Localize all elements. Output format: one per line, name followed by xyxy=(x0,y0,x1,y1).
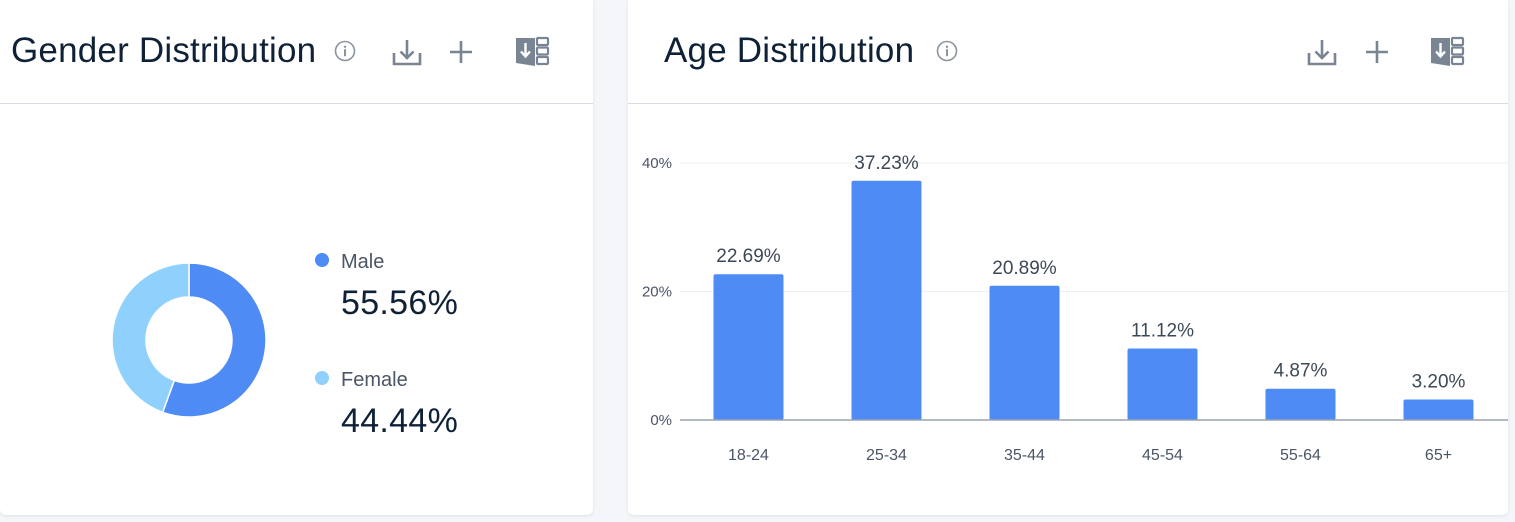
x-tick-label: 25-34 xyxy=(866,447,907,464)
bar-value-label: 11.12% xyxy=(1131,321,1194,342)
age-distribution-card: Age Distribution xyxy=(628,0,1508,515)
info-icon[interactable] xyxy=(334,40,356,62)
bar-35-44[interactable] xyxy=(989,285,1060,420)
download-icon[interactable] xyxy=(389,34,425,70)
donut-slice-male[interactable] xyxy=(161,262,267,418)
age-card-title: Age Distribution xyxy=(664,31,915,70)
legend-value-female: 44.44% xyxy=(341,402,459,440)
plus-icon[interactable] xyxy=(1359,34,1395,70)
gender-card-header: Gender Distribution xyxy=(0,0,593,104)
gender-donut-chart xyxy=(111,262,267,418)
bar-value-label: 4.87% xyxy=(1274,361,1328,382)
export-icon[interactable] xyxy=(514,34,550,70)
legend-label-male: Male xyxy=(341,251,385,273)
bar-65+[interactable] xyxy=(1403,399,1474,420)
bar-value-label: 3.20% xyxy=(1412,371,1466,392)
x-tick-label: 45-54 xyxy=(1142,447,1183,464)
bar-value-label: 22.69% xyxy=(716,246,781,267)
x-tick-label: 65+ xyxy=(1425,447,1452,464)
export-icon[interactable] xyxy=(1429,34,1465,70)
bar-value-label: 37.23% xyxy=(854,153,919,174)
x-tick-label: 55-64 xyxy=(1280,447,1321,464)
x-tick-label: 35-44 xyxy=(1004,447,1045,464)
age-bar-chart: 0% 20% 40% 22.69% 18-24 37.23% 25-34 20.89% 35-4… xyxy=(642,153,1508,464)
gender-distribution-card: Gender Distribution xyxy=(0,0,593,515)
y-tick-label: 0% xyxy=(650,412,672,429)
age-card-header: Age Distribution xyxy=(628,0,1508,104)
legend-dot-male xyxy=(315,253,329,267)
y-tick-label: 40% xyxy=(642,155,672,172)
y-tick-label: 20% xyxy=(642,284,672,301)
donut-slice-female[interactable] xyxy=(111,262,190,414)
bar-25-34[interactable] xyxy=(851,180,922,420)
gender-card-title: Gender Distribution xyxy=(11,31,317,70)
bar-value-label: 20.89% xyxy=(992,258,1057,279)
bar-45-54[interactable] xyxy=(1127,348,1198,420)
legend-value-male: 55.56% xyxy=(341,284,459,322)
x-tick-label: 18-24 xyxy=(728,447,769,464)
legend-label-female: Female xyxy=(341,369,408,391)
info-icon[interactable] xyxy=(936,40,958,62)
legend-dot-female xyxy=(315,371,329,385)
bar-55-64[interactable] xyxy=(1265,388,1336,420)
plus-icon[interactable] xyxy=(443,34,479,70)
download-icon[interactable] xyxy=(1304,34,1340,70)
bar-18-24[interactable] xyxy=(713,274,784,420)
